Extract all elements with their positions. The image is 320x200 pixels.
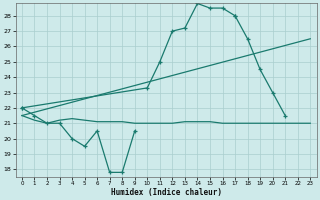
X-axis label: Humidex (Indice chaleur): Humidex (Indice chaleur)	[111, 188, 221, 197]
